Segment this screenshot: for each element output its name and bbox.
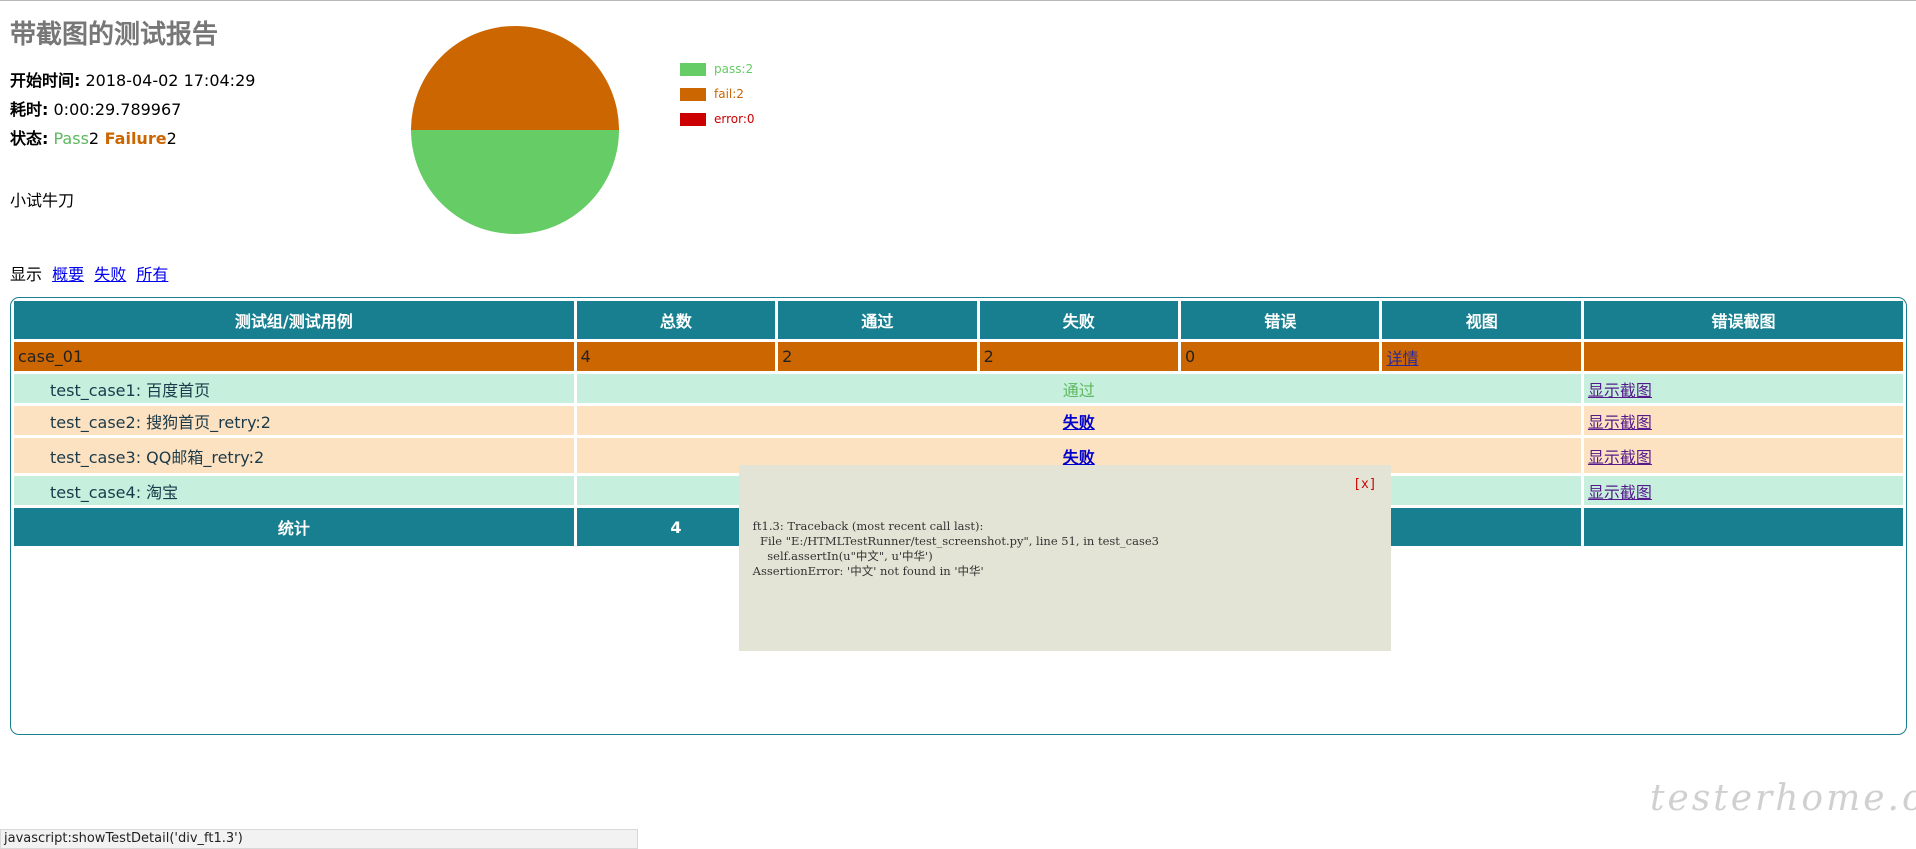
- pie-slice-1: [411, 26, 619, 130]
- show-summary-link[interactable]: 概要: [52, 265, 85, 284]
- report-description: 小试牛刀: [10, 191, 75, 210]
- table-header-row: 测试组/测试用例 总数 通过 失败 错误 视图 错误截图: [14, 301, 1903, 339]
- show-failed-link[interactable]: 失败: [94, 265, 127, 284]
- case-name: test_case3: QQ邮箱_retry:2: [14, 438, 574, 473]
- group-fail: 2: [979, 342, 1179, 371]
- table-row: test_case4: 淘宝 通过 显示截图: [14, 476, 1903, 505]
- group-pass: 2: [778, 342, 977, 371]
- legend-label: error:0: [714, 112, 755, 126]
- group-name: case_01: [14, 342, 574, 371]
- status-fail-count: 2: [166, 129, 177, 148]
- screenshot-cell: 显示截图: [1583, 438, 1903, 473]
- legend-label: fail:2: [714, 87, 744, 101]
- start-time-label: 开始时间:: [10, 71, 81, 90]
- group-view-cell: 详情: [1382, 342, 1581, 371]
- traceback-popup: [x] ft1.3: Traceback (most recent call l…: [738, 465, 1391, 651]
- group-screenshot-cell: [1583, 342, 1903, 371]
- header-fail: 失败: [979, 301, 1179, 339]
- legend-label: pass:2: [714, 62, 754, 76]
- duration-row: 耗时: 0:00:29.789967: [10, 95, 390, 124]
- status-pass-count: 2: [88, 129, 100, 148]
- total-screenshot: [1583, 508, 1903, 546]
- header-total: 总数: [576, 301, 776, 339]
- show-filter-bar: 显示 概要 失败 所有: [10, 261, 168, 285]
- legend-swatch: [680, 88, 706, 101]
- show-all-link[interactable]: 所有: [136, 265, 169, 284]
- report-title: 带截图的测试报告: [10, 20, 219, 50]
- group-detail-link[interactable]: 详情: [1386, 348, 1419, 368]
- legend-item: error:0: [680, 112, 755, 137]
- case-status: 通过: [576, 374, 1581, 403]
- legend-item: pass:2: [680, 62, 755, 87]
- table-row: test_case2: 搜狗首页_retry:2 失败 显示截图: [14, 406, 1903, 435]
- result-table-container: 测试组/测试用例 总数 通过 失败 错误 视图 错误截图 case_01 4 2…: [10, 297, 1907, 735]
- traceback-text: ft1.3: Traceback (most recent call last)…: [752, 519, 1159, 578]
- header-case: 测试组/测试用例: [14, 301, 574, 339]
- duration-value: 0:00:29.789967: [48, 100, 182, 119]
- status-pass-word: Pass: [48, 129, 89, 148]
- legend-swatch: [680, 63, 706, 76]
- start-time-row: 开始时间: 2018-04-02 17:04:29: [10, 66, 390, 95]
- show-screenshot-link[interactable]: 显示截图: [1587, 380, 1652, 400]
- show-screenshot-link[interactable]: 显示截图: [1587, 447, 1652, 467]
- screenshot-cell: 显示截图: [1583, 476, 1903, 505]
- status-label: 状态:: [10, 129, 49, 148]
- header-screenshot: 错误截图: [1583, 301, 1903, 339]
- legend-item: fail:2: [680, 87, 755, 112]
- result-table: 测试组/测试用例 总数 通过 失败 错误 视图 错误截图 case_01 4 2…: [11, 298, 1906, 651]
- browser-status-bar: javascript:showTestDetail('div_ft1.3'): [0, 829, 638, 849]
- status-fail-word: Failure: [99, 129, 167, 148]
- screenshot-cell: 显示截图: [1583, 374, 1903, 403]
- watermark-logo: testerhome.com: [1650, 778, 1916, 819]
- start-time-value: 2018-04-02 17:04:29: [80, 71, 256, 90]
- header-pass: 通过: [778, 301, 977, 339]
- pie-chart: [411, 26, 619, 234]
- show-screenshot-link[interactable]: 显示截图: [1587, 412, 1652, 432]
- total-view: [1382, 508, 1581, 546]
- chart-legend: pass:2 fail:2 error:0: [680, 62, 755, 137]
- legend-swatch: [680, 113, 706, 126]
- group-total: 4: [576, 342, 776, 371]
- header-view: 视图: [1382, 301, 1581, 339]
- case-status-cell: 失败 [x] ft1.3: Traceback (most recent cal…: [576, 438, 1581, 651]
- status-row: 状态: Pass2 Failure2: [10, 124, 390, 153]
- total-label: 统计: [14, 508, 574, 546]
- fail-detail-link[interactable]: 失败: [1062, 448, 1095, 467]
- table-row: test_case1: 百度首页 通过 显示截图: [14, 374, 1903, 403]
- duration-label: 耗时:: [10, 100, 49, 119]
- case-status-cell: 失败: [576, 406, 1581, 435]
- case-name: test_case1: 百度首页: [14, 374, 574, 403]
- show-label: 显示: [10, 265, 43, 284]
- pie-slice-0: [411, 130, 619, 234]
- case-name: test_case2: 搜狗首页_retry:2: [14, 406, 574, 435]
- close-popup-button[interactable]: [x]: [1353, 477, 1377, 492]
- header-error: 错误: [1181, 301, 1380, 339]
- show-screenshot-link[interactable]: 显示截图: [1587, 482, 1652, 502]
- group-error: 0: [1181, 342, 1380, 371]
- group-row: case_01 4 2 2 0 详情: [14, 342, 1903, 371]
- case-name: test_case4: 淘宝: [14, 476, 574, 505]
- top-border: [0, 0, 1916, 1]
- report-heading: 带截图的测试报告 开始时间: 2018-04-02 17:04:29 耗时: 0…: [10, 18, 390, 153]
- fail-detail-link[interactable]: 失败: [1062, 412, 1095, 432]
- screenshot-cell: 显示截图: [1583, 406, 1903, 435]
- table-row: test_case3: QQ邮箱_retry:2 失败 [x] ft1.3: T…: [14, 438, 1903, 651]
